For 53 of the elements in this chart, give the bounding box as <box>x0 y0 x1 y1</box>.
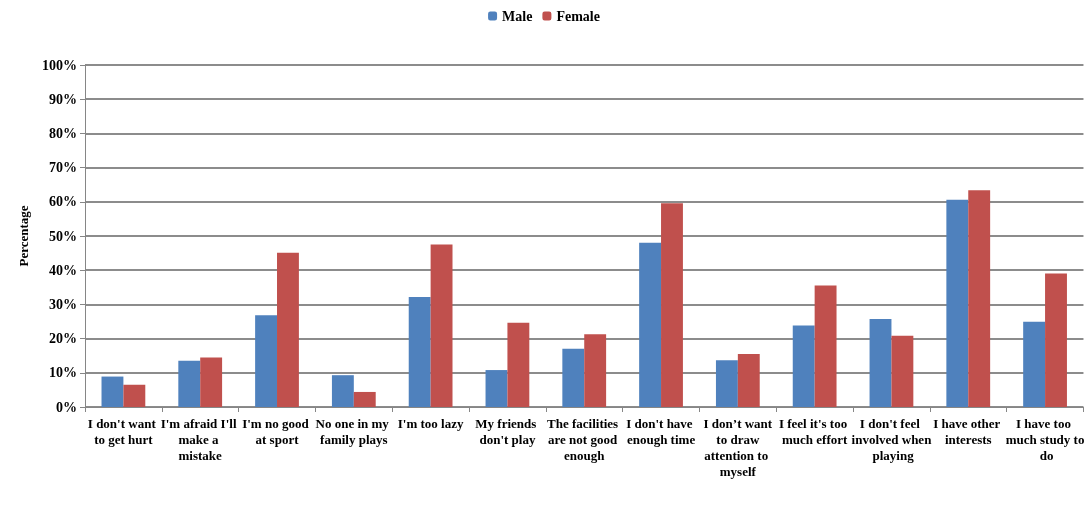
bar <box>639 242 662 407</box>
bar <box>715 360 738 407</box>
bar <box>661 203 683 407</box>
bar <box>584 334 607 407</box>
y-tick-label: 90% <box>49 91 77 107</box>
bar <box>737 353 760 407</box>
x-tick-label: I don't want to get hurt <box>87 415 159 447</box>
bar <box>946 199 969 407</box>
x-tick-label: I'm too lazy <box>397 415 464 431</box>
bar <box>968 190 991 407</box>
y-tick-label: 70% <box>49 160 77 176</box>
bar <box>891 335 914 407</box>
x-tick-label: No one in my family plays <box>315 415 393 447</box>
x-tick-label: The facilities are not good enough <box>547 415 622 463</box>
x-tick-label: I don’t want to draw attention to myself <box>703 415 773 479</box>
y-tick-label: 0% <box>56 399 77 415</box>
bar <box>1023 321 1046 407</box>
y-tick-label: 10% <box>49 365 77 381</box>
y-tick-label: 30% <box>49 296 77 312</box>
bar <box>792 325 815 407</box>
legend-label: Female <box>556 8 600 24</box>
bar <box>1045 273 1067 407</box>
bar <box>255 315 278 407</box>
bar <box>178 360 201 407</box>
x-tick-label: I don't have enough time <box>626 415 696 447</box>
bar <box>408 296 431 407</box>
x-tick-label: I have other interests <box>933 415 1004 447</box>
bar <box>562 348 585 407</box>
y-tick-label: 80% <box>49 125 77 141</box>
x-tick-label: I'm afraid I'll make a mistake <box>160 415 240 463</box>
bar <box>507 322 530 407</box>
x-tick-label: I have too much study to do <box>1005 415 1085 463</box>
y-tick-label: 40% <box>49 262 77 278</box>
y-tick-label: 20% <box>49 331 77 347</box>
bar <box>101 376 124 407</box>
bar <box>331 375 354 407</box>
x-tick-label: I'm no good at sport <box>242 415 312 447</box>
bar <box>123 384 146 407</box>
bar <box>814 285 837 407</box>
legend-label: Male <box>502 8 533 24</box>
x-tick-label: I feel it's too much effort <box>778 415 851 447</box>
y-tick-label: 100% <box>42 57 77 73</box>
bar <box>200 357 223 407</box>
bar <box>485 370 508 407</box>
x-tick-label: I don't feel involved when playing <box>851 415 933 463</box>
x-tick-label: My friends don't play <box>475 415 540 447</box>
bar <box>430 244 453 407</box>
y-axis-title: Percentage <box>16 205 31 267</box>
y-tick-label: 50% <box>49 228 77 244</box>
bar <box>277 252 299 407</box>
y-tick-label: 60% <box>49 194 77 210</box>
bar <box>353 391 376 407</box>
bar <box>869 319 892 407</box>
